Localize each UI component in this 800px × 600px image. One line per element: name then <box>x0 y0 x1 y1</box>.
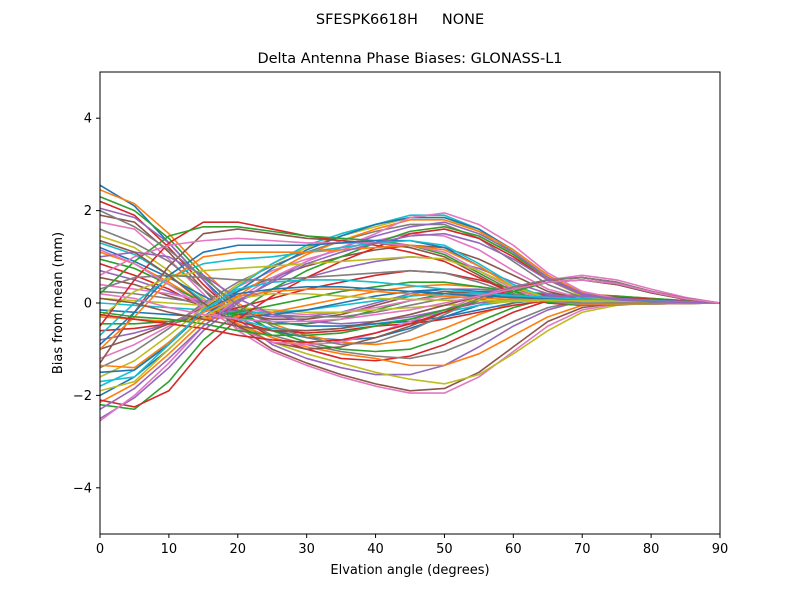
y-tick-label-4: 4 <box>84 112 92 127</box>
y-tick-label-3: 2 <box>84 204 92 219</box>
y-tick-label-0: −4 <box>73 481 92 496</box>
suptitle-right: NONE <box>442 12 484 28</box>
x-axis: 0 10 20 30 40 50 60 70 80 90 <box>96 534 728 557</box>
series-line-57 <box>100 279 720 332</box>
series-line-54 <box>100 292 720 392</box>
x-tick-label-5: 50 <box>436 542 453 557</box>
x-tick-label-7: 70 <box>574 542 591 557</box>
x-tick-label-2: 20 <box>230 542 247 557</box>
suptitle-left: SFESPK6618H <box>316 12 418 28</box>
series-line-56 <box>100 232 720 410</box>
series-line-55 <box>100 209 720 346</box>
series-line-58 <box>100 279 720 323</box>
x-tick-label-6: 60 <box>505 542 522 557</box>
x-tick-label-3: 30 <box>298 542 315 557</box>
series-line-4 <box>100 200 720 362</box>
series-line-9 <box>100 235 720 385</box>
x-tick-label-0: 0 <box>96 542 104 557</box>
series-layer <box>100 184 720 422</box>
series-line-46 <box>100 251 720 325</box>
y-tick-label-2: 0 <box>84 297 92 312</box>
x-tick-label-9: 90 <box>712 542 729 557</box>
suptitle: SFESPK6618H NONE <box>316 12 484 28</box>
chart-title: Delta Antenna Phase Biases: GLONASS-L1 <box>257 51 562 67</box>
x-tick-label-4: 40 <box>367 542 384 557</box>
series-line-48 <box>100 249 720 346</box>
y-tick-label-1: −2 <box>73 389 92 404</box>
y-axis-label: Bias from mean (mm) <box>51 232 66 374</box>
x-tick-label-8: 80 <box>643 542 660 557</box>
x-tick-label-1: 10 <box>161 542 178 557</box>
x-axis-label: Elvation angle (degrees) <box>330 563 489 578</box>
y-axis: −4 −2 0 2 4 <box>73 112 100 496</box>
